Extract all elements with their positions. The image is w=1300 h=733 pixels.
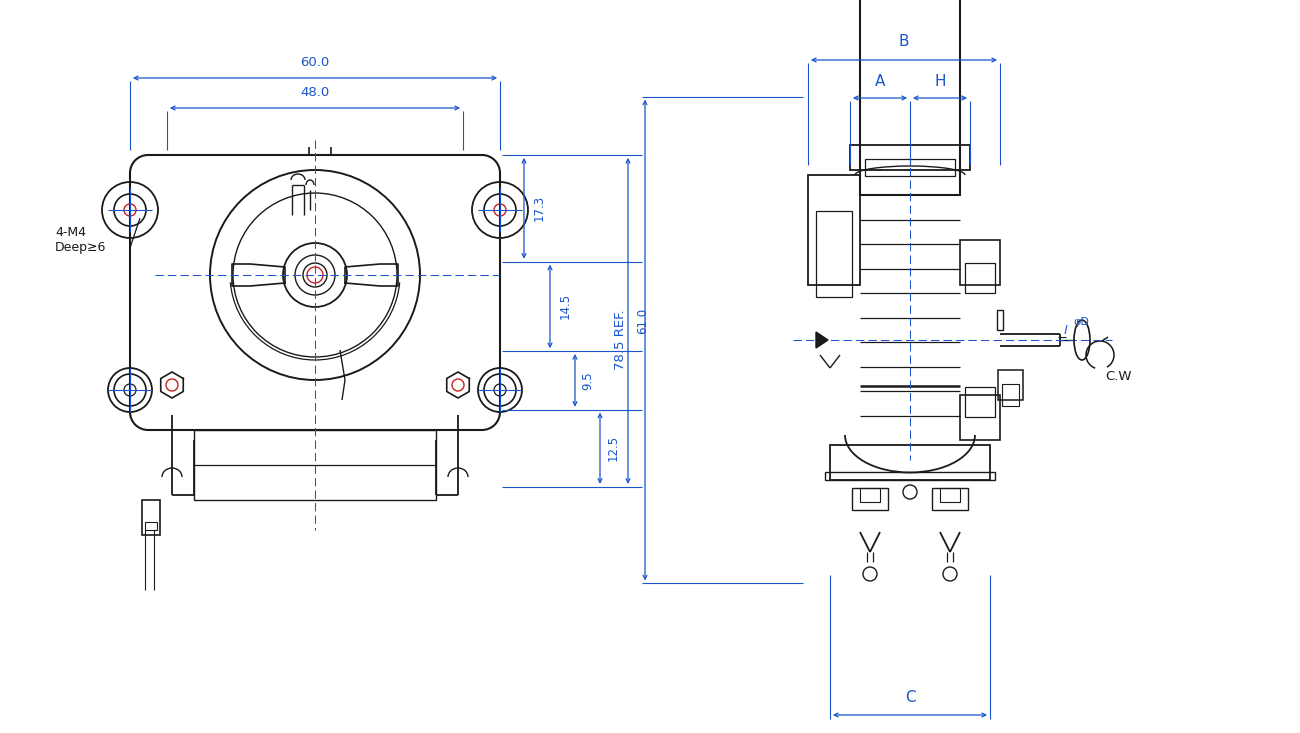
Text: A: A [875, 75, 885, 89]
Text: 12.5: 12.5 [607, 435, 620, 461]
Polygon shape [447, 372, 469, 398]
Bar [809, 175, 861, 285]
Bar [997, 310, 1004, 330]
Bar [850, 145, 970, 170]
Text: 14.5: 14.5 [559, 293, 572, 320]
Text: Deep≥6: Deep≥6 [55, 241, 107, 254]
Polygon shape [816, 332, 828, 348]
Text: φD: φD [1072, 317, 1089, 327]
Text: 9.5: 9.5 [581, 371, 594, 390]
Bar [194, 430, 436, 500]
Bar [959, 240, 1000, 285]
Bar [852, 488, 888, 510]
Text: 78.5 REF.: 78.5 REF. [615, 309, 628, 370]
Bar [965, 387, 994, 417]
Text: 17.3: 17.3 [533, 195, 546, 221]
Bar [146, 522, 157, 530]
Bar [826, 472, 994, 480]
Text: H: H [935, 75, 946, 89]
Bar [864, 159, 956, 176]
Text: 48.0: 48.0 [300, 86, 330, 98]
Bar [998, 370, 1023, 400]
Bar [940, 488, 959, 502]
Polygon shape [161, 372, 183, 398]
Text: C.W: C.W [1105, 370, 1131, 383]
Bar [829, 445, 991, 480]
Bar [861, 0, 959, 195]
Text: 60.0: 60.0 [300, 56, 330, 68]
Bar [142, 500, 160, 535]
Bar [932, 488, 968, 510]
Text: 61.0: 61.0 [637, 308, 650, 334]
Text: C: C [905, 690, 915, 704]
Bar [965, 263, 994, 293]
Bar [816, 211, 852, 297]
Bar [1002, 384, 1019, 406]
Text: B: B [898, 34, 909, 50]
Bar [861, 488, 880, 502]
Bar [959, 395, 1000, 440]
Text: 4-M4: 4-M4 [55, 226, 86, 238]
